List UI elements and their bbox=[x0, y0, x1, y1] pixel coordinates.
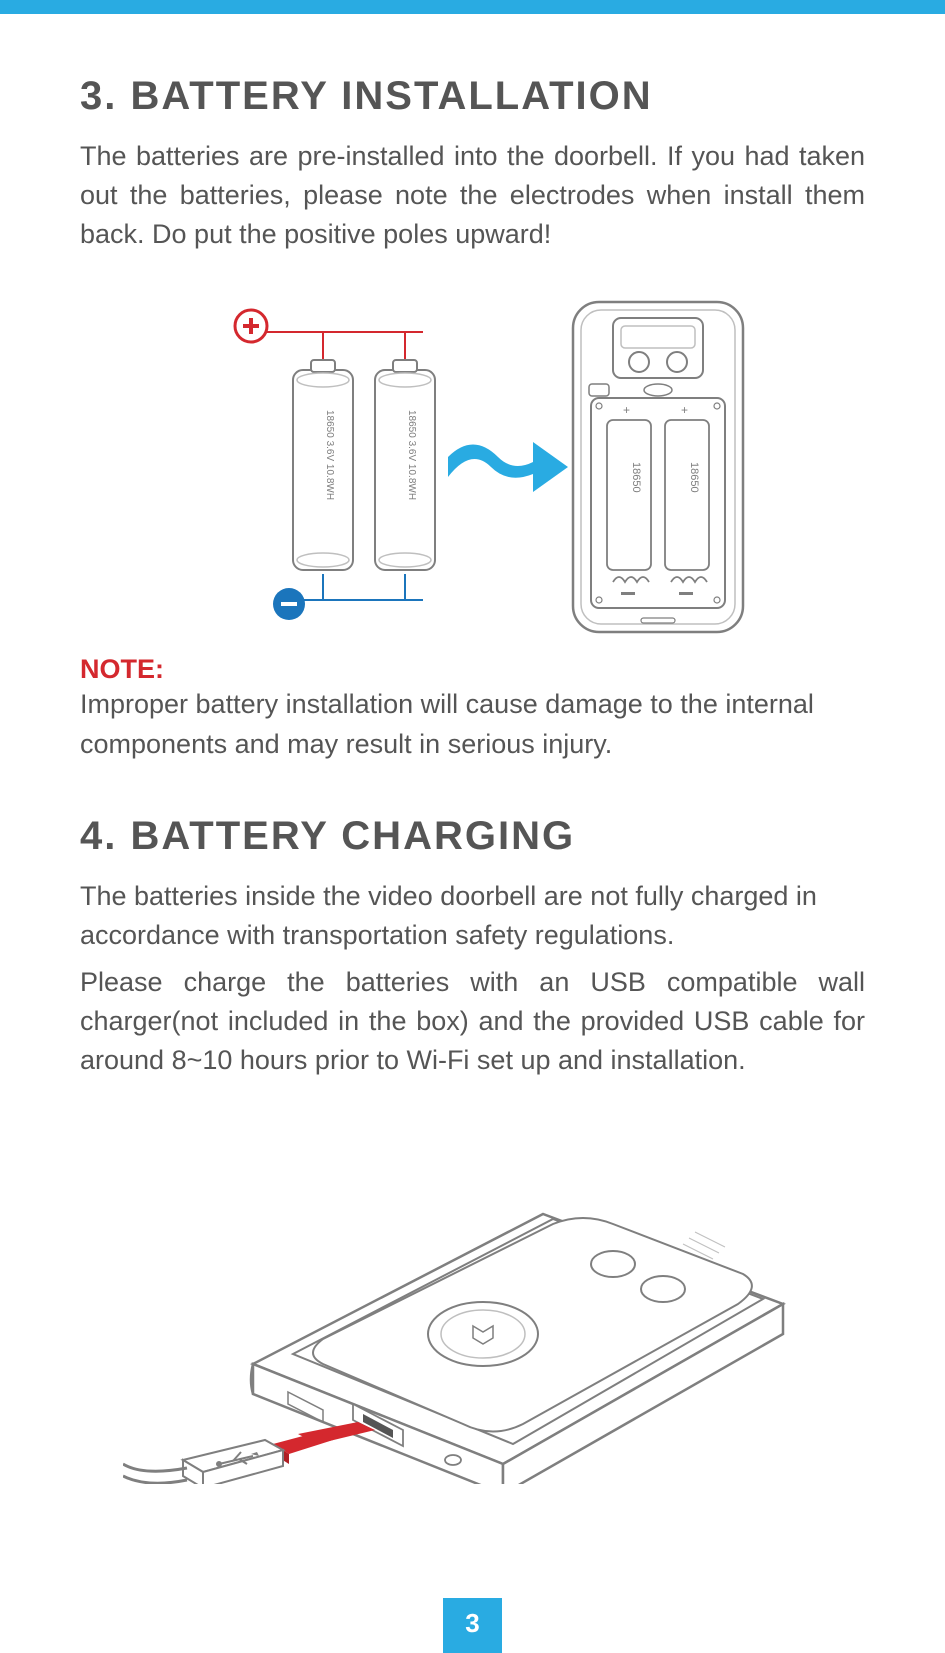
battery-charging-diagram bbox=[80, 1104, 865, 1484]
top-accent-bar bbox=[0, 0, 945, 14]
svg-text:18650: 18650 bbox=[630, 462, 642, 493]
page-footer: 3 bbox=[0, 1598, 945, 1653]
section4-body1: The batteries inside the video doorbell … bbox=[80, 877, 865, 955]
section4-heading: 4. BATTERY CHARGING bbox=[80, 814, 865, 859]
usb-connector-icon bbox=[183, 1440, 283, 1484]
section3-heading: 3. BATTERY INSTALLATION bbox=[80, 74, 865, 119]
page-number: 3 bbox=[443, 1598, 501, 1653]
svg-text:18650 3.6V 10.8WH: 18650 3.6V 10.8WH bbox=[406, 410, 417, 500]
insert-arrow-icon bbox=[448, 442, 568, 492]
section4-body2: Please charge the batteries with an USB … bbox=[80, 963, 865, 1080]
usb-cable-icon bbox=[273, 1422, 375, 1464]
page-content: 3. BATTERY INSTALLATION The batteries ar… bbox=[0, 14, 945, 1484]
svg-text:18650 3.6V 10.8WH: 18650 3.6V 10.8WH bbox=[324, 410, 335, 500]
battery-install-diagram: 18650 3.6V 10.8WH 18650 3.6V 10.8WH bbox=[80, 282, 865, 642]
svg-text:+: + bbox=[623, 403, 630, 417]
section3-body: The batteries are pre-installed into the… bbox=[80, 137, 865, 254]
note-label: NOTE: bbox=[80, 654, 865, 685]
svg-text:18650: 18650 bbox=[688, 462, 700, 493]
svg-text:+: + bbox=[681, 403, 688, 417]
battery-2-icon: 18650 3.6V 10.8WH bbox=[375, 360, 435, 570]
note-text: Improper battery installation will cause… bbox=[80, 685, 865, 763]
charging-dock-icon bbox=[251, 1214, 783, 1484]
battery-1-icon: 18650 3.6V 10.8WH bbox=[293, 360, 353, 570]
doorbell-back-icon: 18650 18650 + + bbox=[573, 302, 743, 632]
